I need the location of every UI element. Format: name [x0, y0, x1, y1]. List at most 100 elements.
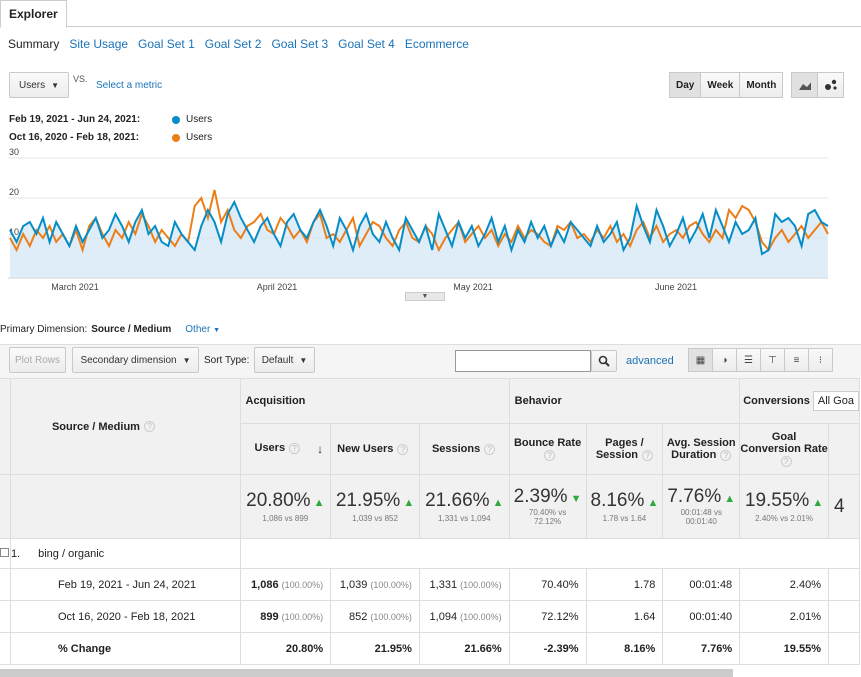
- term-cloud-icon: ≡: [793, 354, 800, 366]
- x-tick-label: March 2021: [51, 282, 99, 292]
- col-avg-session-duration-label: Avg. Session Duration: [666, 437, 736, 461]
- arrow-down-icon: ▼: [570, 493, 582, 505]
- change-new-users: 21.95%: [330, 632, 420, 665]
- pivot-view-button[interactable]: ⁝: [808, 348, 833, 372]
- summary-value: 21.95%: [335, 489, 401, 511]
- pivot-icon: ⁝: [818, 354, 823, 366]
- y-tick-label: 30: [9, 147, 19, 157]
- primary-dimension-current[interactable]: Source / Medium: [91, 324, 172, 335]
- change-sessions: 21.66%: [418, 632, 510, 665]
- line-chart-button[interactable]: [791, 72, 818, 98]
- primary-dimension-other[interactable]: Other ▼: [185, 324, 220, 335]
- change-pages-session: 8.16%: [585, 632, 664, 665]
- day-button[interactable]: Day: [669, 72, 702, 98]
- cell-pct: (100.00%): [281, 611, 324, 622]
- row-label[interactable]: bing / organic: [38, 547, 105, 560]
- table-view-toggle: ▦ ◑ ☰ ⊤ ≡ ⁝: [688, 348, 833, 372]
- month-button[interactable]: Month: [739, 72, 784, 98]
- group-acquisition: Acquisition: [239, 378, 510, 424]
- term-cloud-view-button[interactable]: ≡: [784, 348, 809, 372]
- subnav-ecommerce[interactable]: Ecommerce: [404, 37, 469, 51]
- chart-tick-labels: March 2021 April 2021 May 2021 June 2021: [51, 282, 697, 292]
- performance-view-button[interactable]: ☰: [736, 348, 761, 372]
- summary-value: 19.55%: [744, 489, 810, 511]
- col-goal-conversion-rate[interactable]: Goal Conversion Rate?: [739, 423, 829, 475]
- percentage-view-button[interactable]: ◑: [712, 348, 737, 372]
- cell-users: 1,086 (100.00%): [239, 568, 332, 601]
- col-avg-session-duration[interactable]: Avg. Session Duration?: [662, 423, 741, 475]
- col-new-users[interactable]: New Users?: [330, 423, 420, 475]
- motion-chart-button[interactable]: [817, 72, 844, 98]
- help-icon: ?: [289, 442, 301, 454]
- primary-dimension-bar: Primary Dimension: Source / Medium Other…: [0, 324, 220, 335]
- line-chart-icon: [799, 82, 811, 90]
- search-icon: [598, 355, 610, 367]
- week-button[interactable]: Week: [700, 72, 741, 98]
- data-table-view-button[interactable]: ▦: [688, 348, 713, 372]
- tab-explorer[interactable]: Explorer: [0, 0, 67, 28]
- arrow-up-icon: ▲: [403, 496, 415, 509]
- table-search-input[interactable]: [455, 350, 591, 372]
- row-checkbox[interactable]: [0, 538, 11, 569]
- legend-item-previous: Oct 16, 2020 - Feb 18, 2021: Users: [9, 132, 212, 143]
- secondary-dimension-label: Secondary dimension: [80, 354, 177, 366]
- subnav-summary[interactable]: Summary: [8, 37, 60, 51]
- summary-detail: 2.40% vs 2.01%: [755, 513, 813, 523]
- summary-pages-session: 8.16% ▲ 1.78 vs 1.64: [585, 474, 664, 539]
- metric-dropdown[interactable]: Users ▼: [9, 72, 69, 98]
- bars-icon: ☰: [744, 354, 753, 366]
- col-sessions[interactable]: Sessions?: [418, 423, 510, 475]
- bubble-chart-icon: [825, 79, 837, 90]
- summary-detail: 70.40% vs 72.12%: [528, 508, 567, 526]
- y-tick-label: 10: [9, 227, 19, 237]
- cell-sessions: 1,094 (100.00%): [418, 600, 510, 633]
- chevron-down-icon: ▼: [299, 355, 308, 365]
- help-icon: ?: [544, 449, 556, 461]
- cell-value: 1,094: [429, 610, 458, 623]
- table-row: Feb 19, 2021 - Jun 24, 2021 1,086 (100.0…: [0, 568, 861, 601]
- secondary-dimension-dropdown[interactable]: Secondary dimension ▼: [72, 347, 199, 373]
- select-all-checkbox[interactable]: [0, 378, 11, 475]
- subnav-goal-set-4[interactable]: Goal Set 4: [338, 37, 395, 51]
- legend-label: Users: [186, 132, 213, 143]
- search-button[interactable]: [591, 350, 617, 372]
- sort-type-value: Default: [261, 354, 294, 366]
- advanced-filter-link[interactable]: advanced: [626, 355, 674, 367]
- granularity-toggle: Day Week Month: [669, 72, 784, 98]
- summary-detail: 1,331 vs 1,094: [438, 513, 491, 523]
- dimension-header[interactable]: Source / Medium?: [9, 378, 241, 475]
- col-bounce-rate[interactable]: Bounce Rate?: [508, 423, 587, 475]
- change-bounce-rate: -2.39%: [508, 632, 587, 665]
- cell-bounce-rate: 72.12%: [508, 600, 587, 633]
- goals-dropdown[interactable]: All Goa: [812, 391, 859, 411]
- report-subnav: Summary Site Usage Goal Set 1 Goal Set 2…: [8, 37, 469, 53]
- subnav-site-usage[interactable]: Site Usage: [69, 37, 129, 51]
- chevron-down-icon: ▼: [182, 355, 191, 365]
- plot-rows-button[interactable]: Plot Rows: [9, 347, 66, 373]
- table-row: 1. bing / organic: [0, 538, 860, 569]
- summary-users: 20.80% ▲ 1,086 vs 899: [239, 474, 332, 539]
- grid-icon: ▦: [695, 354, 706, 366]
- group-behavior: Behavior: [508, 378, 741, 424]
- row-dimension[interactable]: 1. bing / organic: [9, 538, 241, 569]
- subnav-goal-set-3[interactable]: Goal Set 3: [271, 37, 329, 51]
- horizontal-scrollbar[interactable]: [0, 669, 733, 677]
- chevron-down-icon: ▼: [51, 80, 60, 90]
- dimension-header-label: Source / Medium: [51, 420, 140, 433]
- comparison-view-button[interactable]: ⊤: [760, 348, 785, 372]
- subnav-goal-set-1[interactable]: Goal Set 1: [138, 37, 195, 51]
- col-users[interactable]: Users? ↓: [239, 423, 332, 475]
- users-line-chart[interactable]: 30 20 10 March 2021 April 2021 May 2021 June …: [0, 144, 861, 304]
- col-pages-session[interactable]: Pages / Session?: [585, 423, 664, 475]
- subnav-goal-set-2[interactable]: Goal Set 2: [204, 37, 262, 51]
- help-icon: ?: [720, 449, 732, 461]
- chart-collapse-handle[interactable]: ▼: [405, 292, 445, 301]
- summary-extra: 4: [827, 474, 861, 539]
- summary-new-users: 21.95% ▲ 1,039 vs 852: [330, 474, 420, 539]
- chevron-down-icon: ▼: [213, 327, 220, 334]
- cell-avg-session-duration: 00:01:48: [662, 568, 741, 601]
- select-metric-link[interactable]: Select a metric: [96, 80, 163, 91]
- series-line-current: [9, 199, 829, 256]
- sort-type-dropdown[interactable]: Default ▼: [254, 347, 315, 373]
- arrow-up-icon: ▲: [647, 496, 659, 509]
